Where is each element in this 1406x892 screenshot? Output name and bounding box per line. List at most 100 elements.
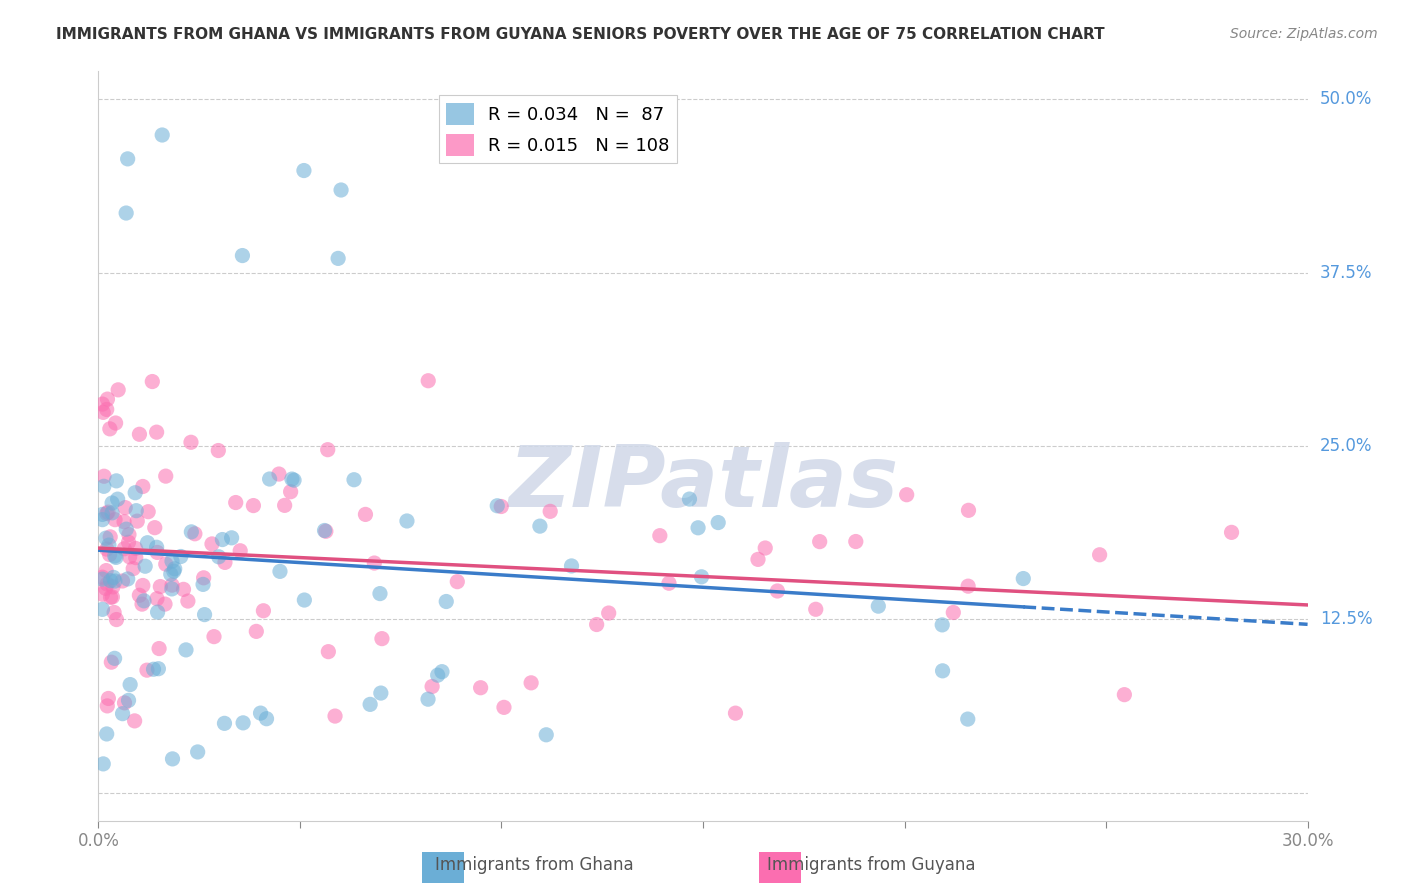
Point xyxy=(160,582,183,596)
Point xyxy=(245,624,267,639)
Point xyxy=(956,712,979,726)
Point xyxy=(292,163,315,178)
Point xyxy=(359,698,381,712)
Point xyxy=(91,756,114,771)
Point xyxy=(648,529,671,543)
Point xyxy=(678,491,700,506)
Point xyxy=(150,128,173,142)
Point xyxy=(330,183,353,197)
Point xyxy=(214,555,236,569)
Point xyxy=(91,602,114,616)
Point xyxy=(91,513,114,527)
Point xyxy=(131,597,153,611)
Point xyxy=(96,727,118,741)
Point xyxy=(145,425,167,439)
Point xyxy=(112,515,135,529)
Point xyxy=(163,564,186,578)
Point xyxy=(323,709,346,723)
Point xyxy=(193,607,215,622)
Point xyxy=(170,549,193,564)
Point xyxy=(804,602,827,616)
Point xyxy=(529,519,551,533)
Point xyxy=(808,534,831,549)
Point xyxy=(1220,525,1243,540)
Point xyxy=(96,564,118,578)
Text: ZIPatlas: ZIPatlas xyxy=(508,442,898,525)
Point xyxy=(146,605,169,619)
Point xyxy=(868,599,890,614)
Point xyxy=(221,531,243,545)
Point xyxy=(96,402,118,417)
Point xyxy=(104,549,127,563)
Point xyxy=(104,416,127,430)
Point xyxy=(148,662,170,676)
Point xyxy=(91,572,114,586)
Point xyxy=(104,574,127,588)
Point xyxy=(560,558,582,573)
Point xyxy=(94,582,117,596)
Point xyxy=(754,541,776,555)
Point xyxy=(269,565,291,579)
Point xyxy=(101,506,124,520)
Text: 50.0%: 50.0% xyxy=(1320,90,1372,108)
Point xyxy=(117,152,139,166)
Point xyxy=(149,580,172,594)
Point xyxy=(315,524,337,539)
Point xyxy=(489,500,512,514)
Point xyxy=(117,535,139,549)
Point xyxy=(142,662,165,676)
Text: Immigrants from Guyana: Immigrants from Guyana xyxy=(768,856,976,874)
Point xyxy=(434,594,457,608)
Point xyxy=(281,472,304,486)
Point xyxy=(598,606,620,620)
Point xyxy=(957,579,980,593)
Point xyxy=(416,692,439,706)
Point xyxy=(96,507,118,521)
Point xyxy=(118,549,141,564)
Point xyxy=(127,514,149,528)
Point xyxy=(96,542,118,557)
Point xyxy=(91,570,114,584)
Point xyxy=(117,572,139,586)
Point xyxy=(101,580,124,594)
Point xyxy=(585,617,607,632)
Point xyxy=(155,469,177,483)
Point xyxy=(420,680,443,694)
Point xyxy=(208,549,231,564)
Point xyxy=(124,541,146,556)
Point xyxy=(267,467,290,481)
Point xyxy=(242,499,264,513)
Point xyxy=(159,567,181,582)
Point xyxy=(91,587,114,601)
Point xyxy=(96,392,118,406)
Text: 37.5%: 37.5% xyxy=(1320,263,1372,282)
Point xyxy=(155,557,177,571)
Point xyxy=(229,543,252,558)
Point xyxy=(343,473,366,487)
Point xyxy=(111,574,134,588)
Point xyxy=(368,586,391,600)
Point xyxy=(193,571,215,585)
Point xyxy=(225,495,247,509)
Point xyxy=(177,594,200,608)
Point xyxy=(430,665,453,679)
Point xyxy=(326,252,349,266)
Point xyxy=(256,712,278,726)
Point xyxy=(105,613,128,627)
Point xyxy=(371,632,394,646)
Point xyxy=(96,698,118,713)
Point xyxy=(446,574,468,589)
Point xyxy=(766,584,789,599)
Point xyxy=(100,591,122,605)
Point xyxy=(1012,572,1035,586)
Point xyxy=(107,383,129,397)
Point xyxy=(124,714,146,728)
Point xyxy=(724,706,747,721)
Point xyxy=(107,492,129,507)
Point xyxy=(231,248,253,262)
Point xyxy=(160,578,183,592)
Point xyxy=(173,582,195,597)
Point xyxy=(686,521,709,535)
Point xyxy=(316,442,339,457)
Point xyxy=(942,606,965,620)
